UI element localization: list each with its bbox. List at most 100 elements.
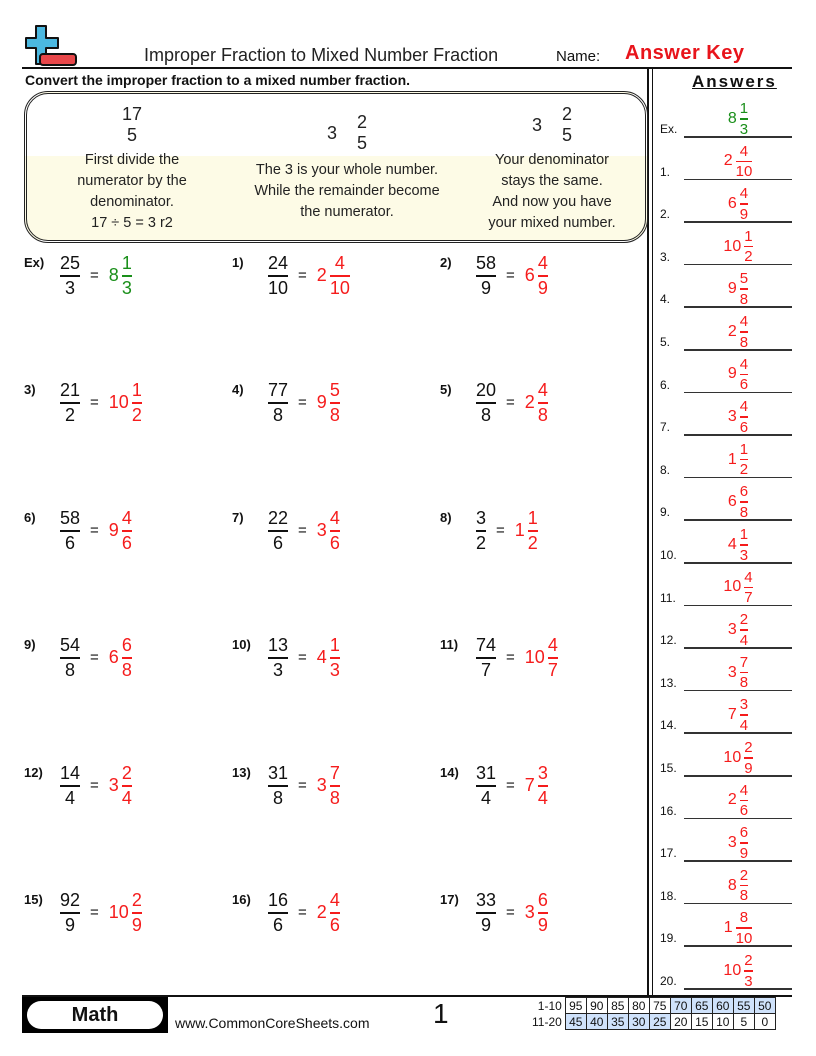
improper-fraction-numerator: 24: [268, 253, 289, 273]
answer-line: [684, 902, 792, 905]
improper-fraction-bar: [60, 275, 81, 277]
step1: 17 5 First divide the numerator by the d…: [47, 104, 217, 234]
answer-fraction-bar: [739, 118, 749, 120]
answer-fraction-numerator: 4: [744, 568, 753, 586]
problem-label: Ex): [24, 255, 45, 270]
problem-label: 17): [440, 892, 459, 907]
answer-fraction-bar: [739, 416, 749, 418]
improper-fraction-numerator: 14: [60, 763, 81, 783]
improper-fraction-bar: [268, 912, 289, 914]
improper-fraction-bar: [476, 275, 497, 277]
whole-number: 2: [727, 791, 737, 809]
whole-number: 9: [727, 280, 737, 298]
whole-number: 1: [727, 450, 737, 468]
improper-fraction: 74 7: [476, 635, 497, 681]
answer-fraction-numerator: 2: [739, 866, 749, 884]
answer-fraction-numerator: 7: [329, 763, 340, 783]
answer-value: 2 4 10: [684, 143, 792, 180]
equals-sign: =: [506, 777, 515, 795]
whole-number: 6: [727, 493, 737, 511]
answer-fraction-bar: [537, 912, 548, 914]
step1-text-1: First divide the: [84, 152, 180, 168]
answer-fraction-denominator: 3: [329, 659, 340, 680]
improper-fraction-denominator: 4: [481, 787, 492, 808]
answer-fraction: 4 10: [735, 143, 753, 180]
step2-denominator: 5: [357, 133, 368, 153]
answer-line: [684, 817, 792, 820]
answer-fraction-denominator: 4: [739, 631, 749, 649]
improper-fraction-bar: [60, 530, 81, 532]
score-cell: 30: [627, 1013, 650, 1030]
problem-label: 6): [24, 510, 36, 525]
answer-fraction-numerator: 2: [744, 952, 753, 969]
answer-fraction-bar: [537, 402, 548, 404]
improper-fraction: 20 8: [476, 380, 497, 426]
improper-fraction-numerator: 16: [268, 890, 289, 910]
improper-fraction-denominator: 7: [481, 659, 492, 680]
answer-line: [684, 988, 792, 990]
problem-label: 1): [232, 255, 244, 270]
improper-fraction-numerator: 33: [476, 890, 497, 910]
answer-line: [684, 434, 792, 436]
problem: 31 4 = 7 3 4: [476, 763, 548, 809]
improper-fraction-bar: [60, 402, 81, 404]
answer-line: [684, 136, 792, 138]
improper-fraction-numerator: 74: [476, 635, 497, 655]
whole-number: 9: [108, 520, 119, 541]
answer-fraction-numerator: 6: [537, 890, 548, 910]
answer-fraction-numerator: 1: [329, 635, 340, 655]
answer-fraction-bar: [739, 373, 749, 376]
improper-fraction-denominator: 10: [268, 277, 289, 298]
equals-sign: =: [506, 394, 515, 412]
answer-fraction-numerator: 1: [121, 253, 132, 273]
answer-fraction-bar: [739, 331, 749, 333]
score-cell: 5: [732, 1013, 755, 1030]
problem: 21 2 = 10 1 2: [60, 380, 142, 426]
problem-label: 10): [232, 637, 251, 652]
equals-sign: =: [506, 267, 515, 285]
problem-label: 12): [24, 765, 43, 780]
improper-fraction: 58 6: [60, 508, 81, 554]
mixed-number: 10 4 7: [723, 568, 753, 606]
answer-fraction-numerator: 1: [527, 508, 538, 528]
improper-fraction-denominator: 6: [273, 532, 284, 553]
problem: 58 6 = 9 4 6: [60, 508, 132, 554]
answers-title: Answers: [692, 72, 777, 91]
improper-fraction-bar: [268, 785, 289, 787]
answer-row-label: 4.: [660, 292, 671, 307]
website-link[interactable]: www.CommonCoreSheets.com: [175, 1015, 370, 1031]
footer-divider: [22, 995, 792, 997]
answer-fraction-numerator: 4: [537, 253, 548, 273]
improper-fraction-denominator: 6: [65, 532, 76, 553]
answer-row-label: 6.: [660, 377, 671, 392]
whole-number: 3: [316, 775, 327, 796]
score-row: 1-10 95 90 85 80 75 70 65 60 55 50: [529, 997, 776, 1014]
improper-fraction-bar: [60, 657, 81, 659]
answer-fraction-denominator: 3: [739, 546, 749, 564]
whole-number: 3: [524, 902, 535, 923]
whole-number: 3: [727, 833, 737, 851]
problem: 31 8 = 3 7 8: [268, 763, 340, 809]
answer-value: 10 1 2: [684, 228, 792, 265]
improper-fraction: 33 9: [476, 890, 497, 936]
step3-denominator: 5: [562, 125, 573, 145]
step3-text-4: your mixed number.: [488, 215, 616, 231]
